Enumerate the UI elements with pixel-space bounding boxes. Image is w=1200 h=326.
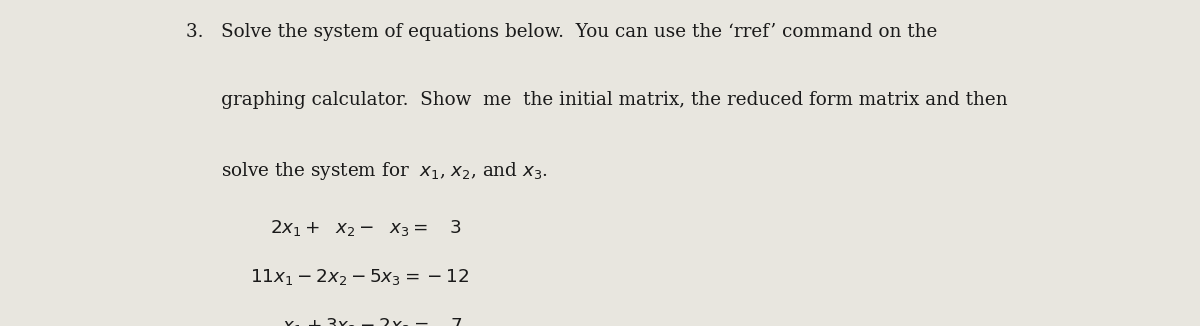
Text: solve the system for  $x_1$, $x_2$, and $x_3$.: solve the system for $x_1$, $x_2$, and $…	[186, 160, 548, 182]
Text: $2x_1 +\ \ x_2 -\ \ x_3 =\ \ \ 3$: $2x_1 +\ \ x_2 -\ \ x_3 =\ \ \ 3$	[270, 218, 462, 238]
Text: graphing calculator.  Show  me  the initial matrix, the reduced form matrix and : graphing calculator. Show me the initial…	[186, 91, 1008, 109]
Text: $\ \ \ x_1 + 3x_2 - 2x_3 =\ \ \ 7$: $\ \ \ x_1 + 3x_2 - 2x_3 =\ \ \ 7$	[265, 316, 463, 326]
Text: $11x_1 - 2x_2 - 5x_3 = -12$: $11x_1 - 2x_2 - 5x_3 = -12$	[250, 267, 469, 287]
Text: 3.   Solve the system of equations below.  You can use the ‘rref’ command on the: 3. Solve the system of equations below. …	[186, 23, 937, 41]
